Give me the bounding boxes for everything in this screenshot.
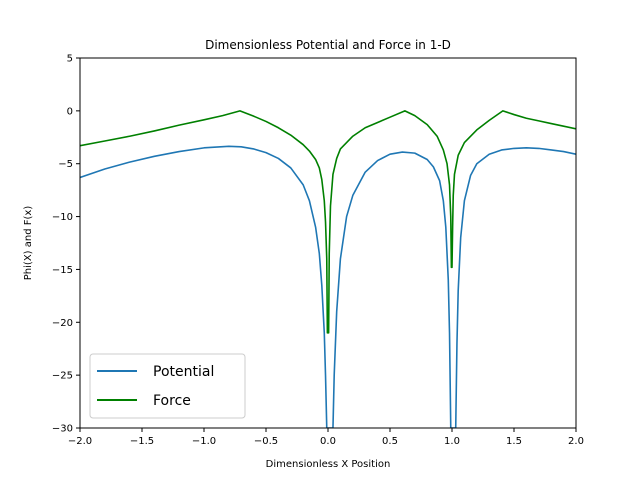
x-axis-label: Dimensionless X Position [266,459,391,470]
y-tick-label: −20 [52,318,73,329]
series-line-potential [80,145,576,428]
y-tick-label: −10 [52,212,73,223]
x-tick-label: −0.5 [254,436,278,447]
x-tick-label: −1.5 [130,436,154,447]
y-tick-label: −15 [52,265,73,276]
x-tick-label: 1.0 [444,436,460,447]
y-tick-label: −25 [52,371,73,382]
x-axis: −2.0 −1.5 −1.0 −0.5 0.0 0.5 1.0 1.5 2.0 [68,428,584,447]
y-tick-label: −30 [52,424,73,435]
series-layer [80,110,576,428]
y-axis: 5 0 −5 −10 −15 −20 −25 −30 [52,54,80,435]
legend-label-potential: Potential [153,364,214,380]
series-line-force [80,110,576,334]
y-tick-label: 0 [67,106,73,117]
y-tick-label: 5 [67,54,73,65]
x-tick-label: −2.0 [68,436,92,447]
legend: Potential Force [89,353,246,419]
x-tick-label: 0.5 [382,436,398,447]
chart-title: Dimensionless Potential and Force in 1-D [205,38,451,52]
x-tick-label: −1.0 [192,436,216,447]
y-tick-label: −5 [58,159,73,170]
legend-label-force: Force [153,393,191,409]
x-tick-label: 2.0 [568,436,584,447]
x-tick-label: 1.5 [506,436,522,447]
x-tick-label: 0.0 [320,436,336,447]
y-axis-label: Phi(X) and F(x) [23,206,34,281]
